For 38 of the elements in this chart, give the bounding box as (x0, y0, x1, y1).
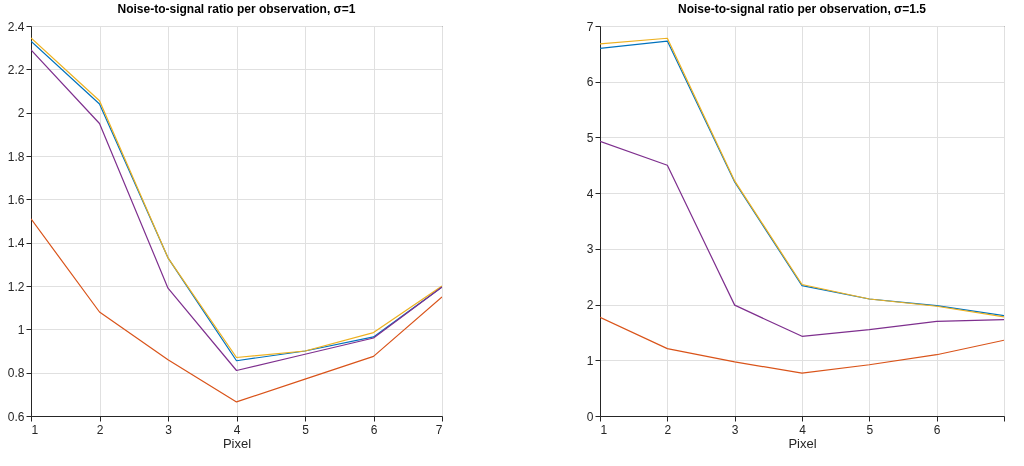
x-tick-label: 2 (664, 422, 672, 437)
line-series (600, 140, 1004, 337)
y-tick-label: 4 (586, 186, 594, 201)
y-tick-label: 7 (586, 19, 594, 34)
chart-title: Noise-to-signal ratio per observation, σ=1.5 (678, 2, 927, 16)
x-tick-label: 5 (866, 422, 874, 437)
y-tick-label: 1.6 (7, 192, 25, 207)
x-tick-label: 4 (233, 422, 241, 437)
x-tick-label: 1 (600, 422, 608, 437)
y-tick-label: 1 (17, 322, 25, 337)
x-tick-label: 3 (165, 422, 173, 437)
x-tick-label: 2 (96, 422, 104, 437)
chart-title: Noise-to-signal ratio per observation, σ=1 (117, 2, 356, 16)
y-tick-label: 2.4 (7, 19, 25, 34)
y-tick-label: 0.6 (7, 409, 25, 424)
y-tick-label: 5 (586, 130, 594, 145)
y-tick-label: 1.8 (7, 149, 25, 164)
y-tick-label: 2 (17, 106, 25, 121)
y-tick-label: 1.2 (7, 279, 25, 294)
y-tick-label: 6 (586, 75, 594, 90)
y-tick-label: 2 (586, 298, 594, 313)
y-tick-label: 3 (586, 242, 594, 257)
x-axis-title: Pixel (222, 435, 252, 451)
x-axis-title: Pixel (788, 435, 817, 451)
x-tick-label: 6 (933, 422, 941, 437)
x-tick-label: 4 (799, 422, 807, 437)
y-tick-label: 1 (586, 353, 594, 368)
y-tick-label: 1.4 (7, 236, 25, 251)
y-tick-label: 2.2 (7, 62, 25, 77)
x-tick-label: 3 (731, 422, 739, 437)
y-tick-label: 0.8 (7, 366, 25, 381)
x-tick-label: 1 (31, 422, 39, 437)
x-tick-label: 5 (302, 422, 310, 437)
line-series (600, 316, 1004, 374)
x-tick-label: 6 (370, 422, 378, 437)
x-tick-label: 7 (435, 422, 443, 437)
y-tick-label: 0 (586, 409, 594, 424)
line-series (31, 218, 442, 403)
